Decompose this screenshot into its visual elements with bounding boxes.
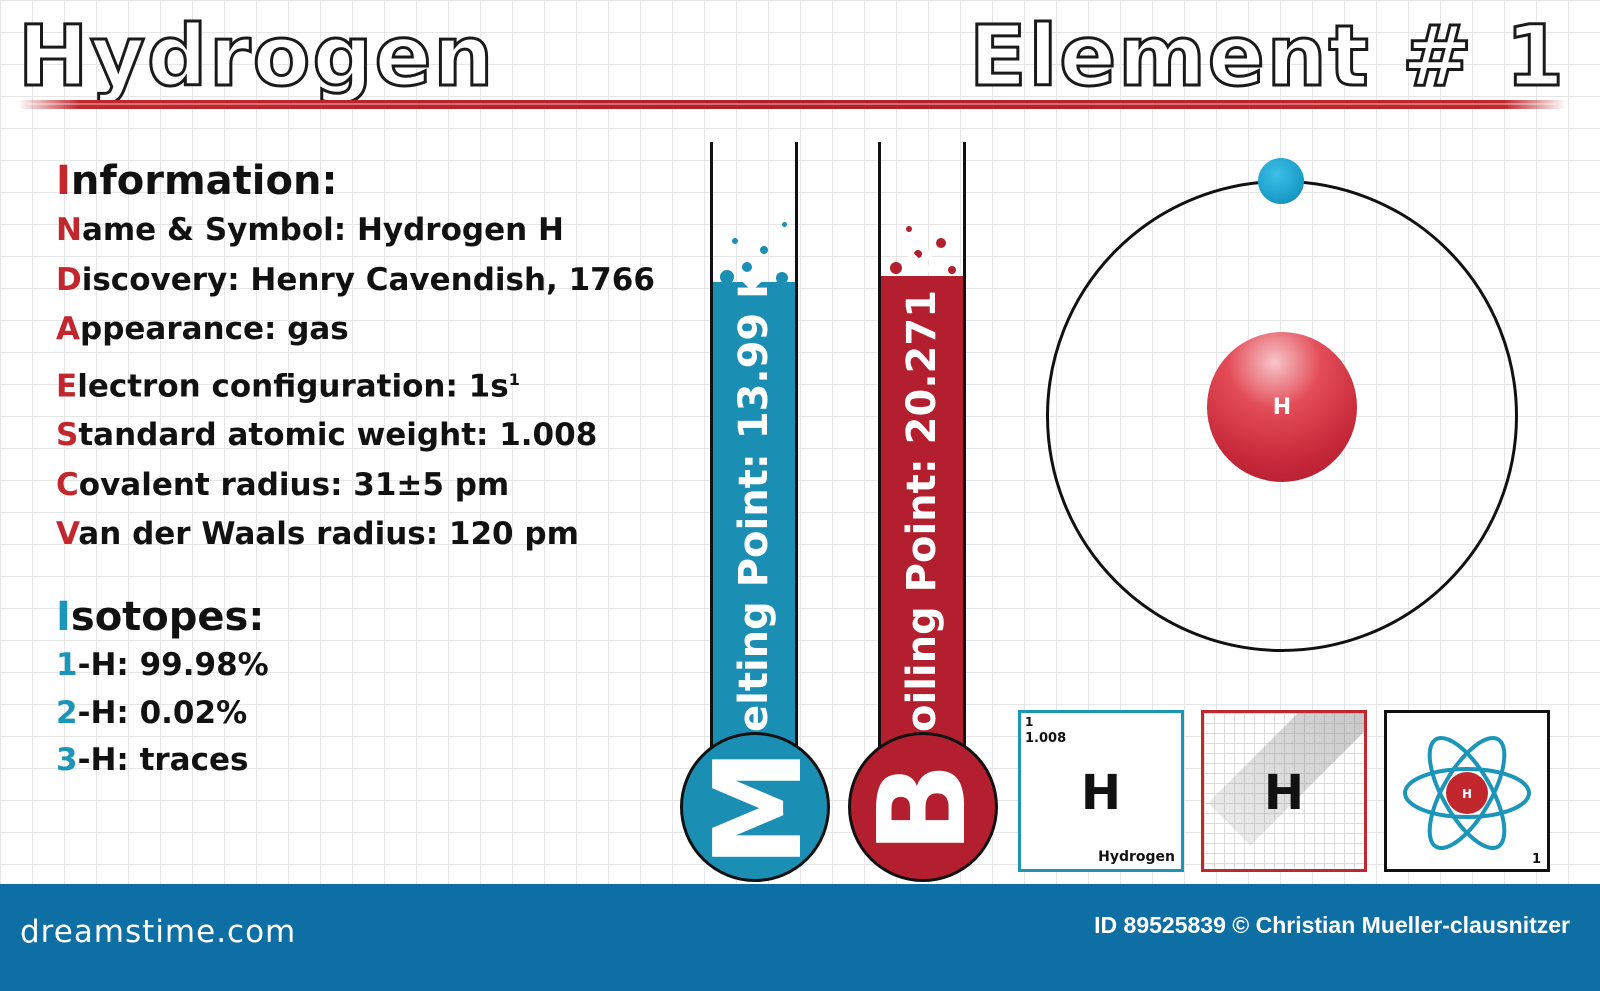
info-row-cap: E: [56, 367, 78, 404]
isotopes-heading-text: sotopes:: [70, 594, 265, 640]
melting-point-thermometer: elting Point: 13.99 K M: [680, 142, 832, 882]
electron: [1258, 158, 1304, 204]
info-row-superscript: 1: [508, 369, 520, 389]
information-panel: Information: Name & Symbol: Hydrogen H D…: [56, 156, 655, 560]
melting-point-big-letter: M: [690, 748, 829, 868]
info-atomic-weight: Standard atomic weight: 1.008: [56, 411, 655, 461]
boiling-point-thermometer: oiling Point: 20.271 K B: [848, 142, 1000, 882]
boiling-bulb: [848, 732, 998, 882]
info-row-cap: S: [56, 417, 79, 454]
melting-tube: [710, 142, 798, 762]
periodic-tile-card: 1 1.008 H Hydrogen: [1018, 710, 1184, 872]
isotope-row: 3-H: traces: [56, 737, 269, 785]
tile-symbol: H: [1080, 765, 1122, 821]
isotopes-heading-cap: I: [56, 594, 71, 640]
header-divider: [18, 100, 1566, 109]
melting-bubble: [720, 270, 734, 284]
isotope-row: 2-H: 0.02%: [56, 690, 269, 738]
boiling-fill: [881, 276, 963, 782]
information-heading: Information:: [56, 156, 655, 206]
melting-bubble: [776, 272, 788, 284]
element-number-title: Element # 1: [968, 6, 1566, 107]
nucleus: H: [1207, 332, 1357, 482]
footer-logo[interactable]: dreamstime.com: [20, 914, 297, 950]
boiling-bubble: [948, 266, 956, 274]
atom-icon: H: [1403, 735, 1531, 851]
isotope-row-cap: 3: [56, 742, 78, 778]
atom-card-number: 1: [1531, 852, 1541, 867]
bohr-atom-model: H: [1044, 158, 1520, 652]
isotopes-heading: Isotopes:: [56, 592, 269, 642]
element-name-title: Hydrogen: [16, 6, 496, 107]
boiling-bubble: [914, 250, 922, 258]
boiling-bubble: [936, 238, 946, 248]
melting-point-label: elting Point: 13.99 K: [731, 267, 777, 732]
isotopes-panel: Isotopes: 1-H: 99.98% 2-H: 0.02% 3-H: tr…: [56, 592, 269, 785]
info-row-cap: N: [56, 212, 82, 248]
tile-name: Hydrogen: [1098, 849, 1175, 865]
info-row-text: ovalent radius: 31±5 pm: [78, 466, 510, 503]
info-row-text: lectron configuration: 1s: [77, 367, 509, 404]
info-discovery: Discovery: Henry Cavendish, 1766: [56, 256, 655, 306]
information-heading-cap: I: [56, 158, 71, 204]
melting-bubble: [782, 222, 787, 227]
info-row-cap: D: [56, 261, 82, 298]
melting-bubble: [732, 238, 738, 244]
info-appearance: Appearance: gas: [56, 305, 655, 355]
info-van-der-waals-radius: Van der Waals radius: 120 pm: [56, 510, 655, 560]
info-row-text: an der Waals radius: 120 pm: [78, 516, 579, 553]
isotope-row-text: -H: 99.98%: [77, 647, 269, 683]
info-row-text: ppearance: gas: [80, 311, 349, 347]
melting-bubble: [760, 246, 768, 254]
boiling-tube: [878, 142, 966, 762]
info-row-text: iscovery: Henry Cavendish, 1766: [81, 261, 655, 298]
info-electron-configuration: Electron configuration: 1s1: [56, 355, 655, 412]
isotope-row: 1-H: 99.98%: [56, 642, 269, 690]
shadow-card-symbol: H: [1263, 765, 1305, 821]
boiling-bubble: [906, 226, 912, 232]
isotope-row-cap: 1: [56, 647, 78, 683]
info-name-symbol: Name & Symbol: Hydrogen H: [56, 206, 655, 256]
information-heading-text: nformation:: [70, 158, 338, 204]
boiling-point-label: oiling Point: 20.271 K: [899, 245, 945, 732]
info-row-text: tandard atomic weight: 1.008: [78, 417, 598, 454]
nucleus-symbol: H: [1272, 394, 1292, 420]
melting-bulb: [680, 732, 830, 882]
shadow-symbol-card: H: [1201, 710, 1367, 872]
atom-icon-symbol: H: [1462, 787, 1472, 801]
isotope-row-text: -H: traces: [77, 742, 249, 778]
tile-atomic-number: 1: [1025, 715, 1034, 729]
footer-bar: dreamstime.com ID 89525839 © Christian M…: [0, 884, 1600, 991]
footer-credit: ID 89525839 © Christian Mueller-clausnit…: [1094, 912, 1570, 938]
info-row-cap: C: [56, 466, 79, 503]
atom-icon-card: H 1: [1384, 710, 1550, 872]
tile-atomic-weight: 1.008: [1025, 731, 1067, 746]
boiling-bubble: [890, 262, 902, 274]
isotope-row-text: -H: 0.02%: [77, 694, 248, 731]
info-row-cap: V: [56, 516, 79, 553]
boiling-point-big-letter: B: [854, 762, 993, 854]
info-row-cap: A: [56, 311, 80, 347]
isotope-row-cap: 2: [56, 694, 78, 731]
melting-bubble: [742, 262, 752, 272]
melting-fill: [713, 282, 795, 782]
info-covalent-radius: Covalent radius: 31±5 pm: [56, 461, 655, 511]
info-row-text: ame & Symbol: Hydrogen H: [81, 212, 564, 248]
